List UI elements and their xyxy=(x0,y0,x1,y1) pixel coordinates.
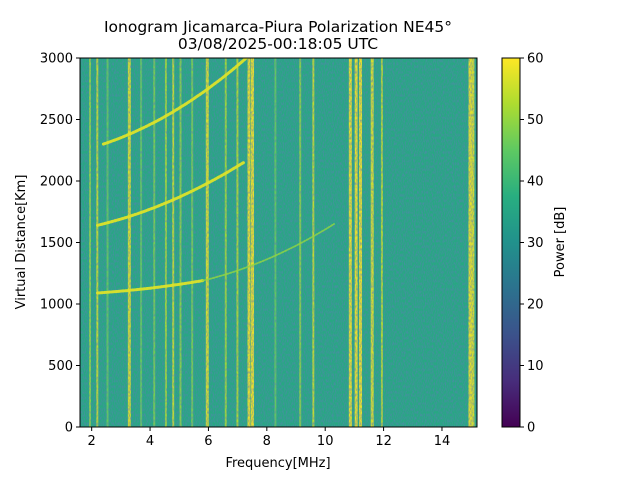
echo-trace xyxy=(96,161,245,227)
y-tick-label: 1000 xyxy=(40,298,73,313)
y-tick-label: 2000 xyxy=(40,175,73,190)
colorbar-axis: 0 10 20 30 40 50 60 xyxy=(520,52,544,436)
colorbar-tick-label: 40 xyxy=(527,175,544,190)
plot-area xyxy=(80,58,477,427)
x-tick-label: 12 xyxy=(375,434,392,449)
x-tick-label: 4 xyxy=(146,434,154,449)
x-tick-label: 2 xyxy=(88,434,96,449)
colorbar xyxy=(502,58,520,427)
colorbar-tick-label: 30 xyxy=(527,236,544,251)
colorbar-label: Power [dB] xyxy=(553,207,568,278)
colorbar-tick-label: 0 xyxy=(527,421,535,436)
y-tick-label: 2500 xyxy=(40,113,73,128)
x-tick-label: 14 xyxy=(434,434,451,449)
chart-title: Ionogram Jicamarca-Piura Polarization NE… xyxy=(104,18,452,36)
echo-traces xyxy=(96,58,335,295)
echo-trace xyxy=(201,223,335,282)
y-axis-label: Virtual Distance[Km] xyxy=(14,175,29,310)
y-tick-label: 3000 xyxy=(40,52,73,67)
echo-trace xyxy=(101,58,248,146)
y-tick-label: 0 xyxy=(65,421,73,436)
x-axis-label: Frequency[MHz] xyxy=(225,456,330,471)
echo-trace xyxy=(96,279,205,295)
y-tick-label: 1500 xyxy=(40,236,73,251)
colorbar-tick-label: 10 xyxy=(527,359,544,374)
noise-texture xyxy=(80,58,477,427)
y-tick-label: 500 xyxy=(48,359,73,374)
x-tick-label: 6 xyxy=(204,434,212,449)
x-axis: 2 4 6 8 10 12 14 xyxy=(88,427,451,449)
chart-subtitle: 03/08/2025-00:18:05 UTC xyxy=(178,35,378,53)
x-tick-label: 10 xyxy=(317,434,334,449)
y-axis: 0 500 1000 1500 2000 2500 3000 xyxy=(40,52,80,436)
colorbar-tick-label: 50 xyxy=(527,113,544,128)
colorbar-tick-label: 60 xyxy=(527,52,544,67)
colorbar-tick-label: 20 xyxy=(527,298,544,313)
x-tick-label: 8 xyxy=(263,434,271,449)
